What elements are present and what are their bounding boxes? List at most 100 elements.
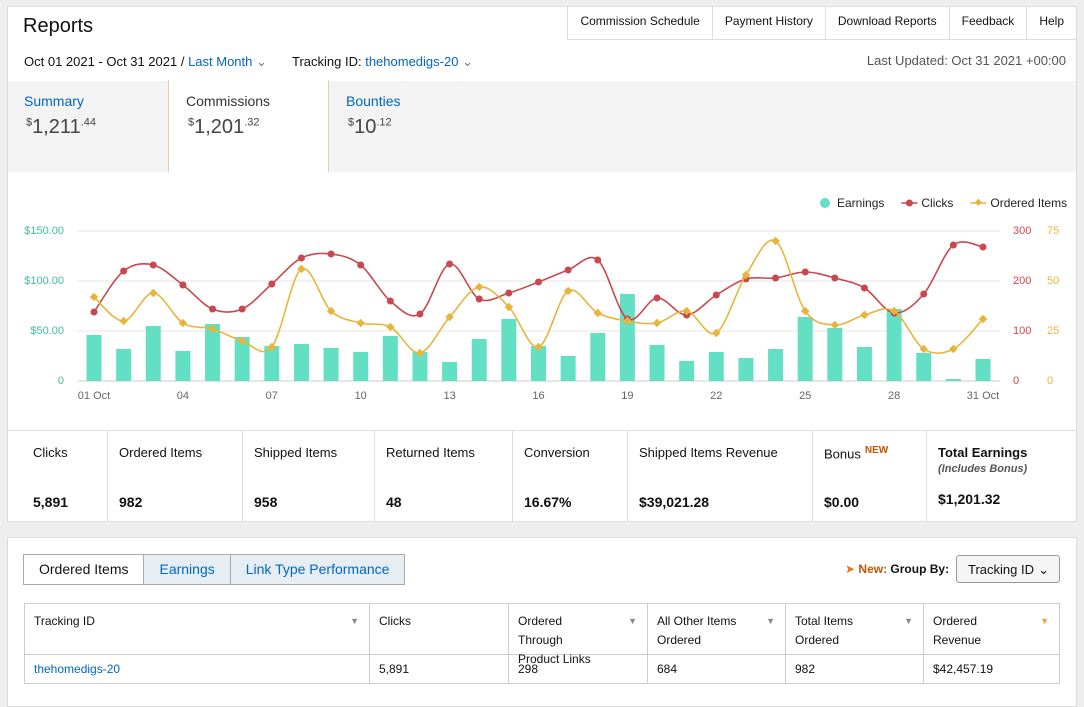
currency: $ <box>348 116 355 129</box>
tab-label[interactable]: Bounties <box>346 93 401 109</box>
point <box>357 261 365 269</box>
bar <box>116 349 132 381</box>
column-header[interactable]: Total Items Ordered ▼ <box>785 603 923 655</box>
y-tick-label: 0 <box>58 375 64 387</box>
group-select[interactable]: Tracking ID ⌄ <box>956 555 1060 583</box>
stat-label: Bonus NEW <box>824 445 926 461</box>
stat-value: 48 <box>386 494 402 510</box>
column-title: All Other Items Ordered <box>657 614 737 647</box>
new-label: New: <box>858 562 888 576</box>
column-title: Total Items Ordered <box>795 614 854 647</box>
point <box>534 342 543 352</box>
column-title: Ordered Revenue <box>933 614 982 647</box>
point <box>89 292 99 302</box>
stat-cell: Total Earnings (Includes Bonus) $1,201.32 <box>927 430 1076 522</box>
stat-label-text: Shipped Items <box>254 445 338 460</box>
bar <box>471 339 487 381</box>
whole: 1,211 <box>32 116 81 138</box>
nav-button[interactable]: Download Reports <box>824 6 949 40</box>
point <box>800 306 810 316</box>
tab-label[interactable]: Summary <box>24 93 84 109</box>
bar <box>205 324 221 381</box>
point <box>356 318 365 328</box>
stat-label-text: Shipped Items Revenue <box>639 445 778 460</box>
table-cell[interactable]: thehomedigs-20 <box>24 655 369 684</box>
report-tab[interactable]: Link Type Performance <box>229 555 405 584</box>
legend-label: Ordered Items <box>990 196 1067 210</box>
y-tick-label: $100.00 <box>24 275 64 287</box>
x-tick-label: 19 <box>621 390 633 402</box>
report-tab[interactable]: Earnings <box>143 555 230 584</box>
nav-button[interactable]: Feedback <box>948 6 1027 40</box>
point <box>297 264 306 274</box>
tracking-link[interactable]: thehomedigs-20 <box>365 54 459 69</box>
tab-label[interactable]: Commissions <box>186 93 271 109</box>
group-by: ➤ New: Group By: <box>845 562 950 576</box>
stat-label-text: Clicks <box>33 445 68 460</box>
column-header[interactable]: Clicks <box>369 603 508 655</box>
report-tab[interactable]: Ordered Items <box>24 555 144 584</box>
column-header[interactable]: Tracking ID ▼ <box>24 603 369 655</box>
point <box>979 243 987 251</box>
bar <box>560 356 576 381</box>
nav-button[interactable]: Commission Schedule <box>567 6 712 40</box>
column-header[interactable]: Ordered Through Product Links ▼ <box>508 603 647 666</box>
bar <box>945 379 961 381</box>
point <box>564 266 572 274</box>
sort-arrow: ▼ <box>628 616 637 626</box>
x-tick-label: 28 <box>888 390 900 402</box>
bar <box>145 326 161 381</box>
point <box>208 324 217 334</box>
y-tick-label: 100 <box>1013 325 1031 337</box>
point <box>712 328 721 338</box>
nav-button[interactable]: Payment History <box>711 6 825 40</box>
bar <box>382 336 398 381</box>
stat-value: $1,201.32 <box>938 491 1001 507</box>
column-title: Tracking ID <box>34 614 95 628</box>
bar <box>234 337 250 381</box>
nav-button[interactable]: Help <box>1026 6 1076 40</box>
sort-arrow: ▼ <box>766 616 775 626</box>
point <box>831 274 839 282</box>
point <box>474 282 484 292</box>
column-header[interactable]: All Other Items Ordered ▼ <box>647 603 785 655</box>
stat-label-text: Returned Items <box>386 445 475 460</box>
legend-swatch <box>974 198 982 206</box>
bar <box>264 346 280 381</box>
point <box>416 310 424 318</box>
point <box>653 294 661 302</box>
stat-cell: Ordered Items 982 <box>108 430 243 522</box>
table-cell: 298 <box>508 655 647 684</box>
period-link[interactable]: Last Month <box>188 54 253 69</box>
bar <box>886 309 902 381</box>
x-tick-label: 22 <box>710 390 722 402</box>
point <box>386 297 394 305</box>
y-tick-label: $150.00 <box>24 225 64 237</box>
stat-label: Conversion <box>524 445 627 460</box>
tracking: Tracking ID: thehomedigs-20 ⌄ <box>292 54 473 69</box>
report-tabs: Ordered Items Earnings Link Type Performan… <box>23 554 406 585</box>
point <box>593 308 603 318</box>
x-tick-label: 07 <box>266 390 278 402</box>
bar <box>916 353 932 381</box>
point <box>801 268 809 276</box>
bar <box>412 352 428 381</box>
bar <box>86 335 102 381</box>
point <box>919 344 928 354</box>
stat-cell: Returned Items 48 <box>375 430 513 522</box>
bar <box>856 347 872 381</box>
column-header[interactable]: Ordered Revenue ▼ <box>923 603 1060 655</box>
x-tick-label: 25 <box>799 390 811 402</box>
stat-value: $0.00 <box>824 494 860 510</box>
point <box>149 288 158 298</box>
whole: 1,201 <box>194 116 245 138</box>
legend-label: Clicks <box>921 196 953 210</box>
y-tick-label: 0 <box>1047 375 1053 387</box>
point <box>830 320 840 330</box>
point <box>178 318 188 328</box>
stat-cell: Conversion 16.67% <box>513 430 628 522</box>
point <box>267 342 277 352</box>
cents: .44 <box>80 116 96 129</box>
y-tick-label: $50.00 <box>30 325 64 337</box>
stat-cell: Shipped Items Revenue $39,021.28 <box>628 430 813 522</box>
